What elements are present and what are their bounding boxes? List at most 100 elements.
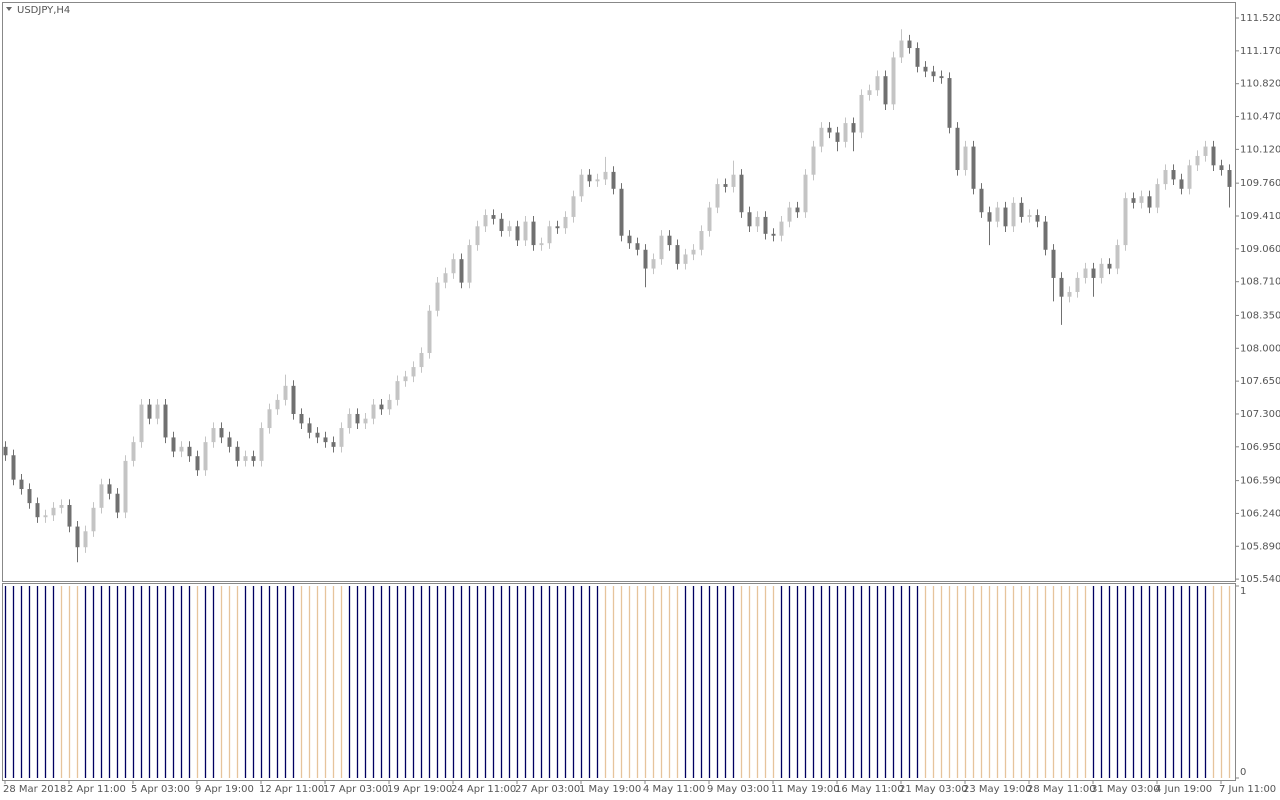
x-tick-label: 11 May 19:00 bbox=[771, 784, 840, 795]
candle-body bbox=[867, 90, 872, 95]
candle-body bbox=[1195, 155, 1200, 166]
candle-body bbox=[683, 254, 688, 264]
candle-body bbox=[603, 171, 608, 180]
x-tick-label: 31 May 03:00 bbox=[1091, 784, 1160, 795]
candle-body bbox=[459, 259, 464, 283]
y-tick-label: 105.540 bbox=[1240, 574, 1280, 585]
candle-body bbox=[1043, 221, 1048, 250]
candle-body bbox=[1083, 268, 1088, 278]
candle-body bbox=[91, 507, 96, 532]
candle-body bbox=[659, 235, 664, 260]
indicator-y-tick-label: 1 bbox=[1240, 586, 1246, 597]
y-tick-label: 108.710 bbox=[1240, 277, 1280, 288]
candle-body bbox=[475, 226, 480, 246]
candle-body bbox=[899, 40, 904, 58]
x-tick-label: 7 Jun 11:00 bbox=[1219, 784, 1276, 795]
candle-body bbox=[579, 174, 584, 197]
x-tick-label: 23 May 19:00 bbox=[963, 784, 1032, 795]
candle-body bbox=[131, 442, 136, 461]
y-tick-label: 110.820 bbox=[1240, 79, 1280, 90]
candle-body bbox=[1219, 165, 1224, 171]
candle-body bbox=[283, 385, 288, 400]
candle-body bbox=[627, 235, 632, 244]
x-tick-label: 16 May 11:00 bbox=[835, 784, 904, 795]
candle-body bbox=[843, 123, 848, 142]
candle-body bbox=[907, 40, 912, 49]
candle-body bbox=[747, 212, 752, 227]
candle-body bbox=[635, 243, 640, 250]
y-tick-label: 109.060 bbox=[1240, 244, 1280, 255]
candle-body bbox=[547, 226, 552, 244]
candle-body bbox=[891, 57, 896, 105]
candle-body bbox=[59, 504, 64, 508]
menu-triangle[interactable] bbox=[6, 7, 12, 11]
candle-body bbox=[491, 215, 496, 219]
x-tick-label: 9 May 03:00 bbox=[707, 784, 769, 795]
x-tick-label: 1 May 19:00 bbox=[579, 784, 641, 795]
x-tick-label: 24 Apr 11:00 bbox=[451, 784, 516, 795]
candle-body bbox=[819, 127, 824, 147]
candle-body bbox=[363, 418, 368, 424]
candle-body bbox=[715, 184, 720, 208]
candle-body bbox=[235, 446, 240, 461]
y-tick-label: 111.520 bbox=[1240, 13, 1280, 24]
candle-body bbox=[971, 146, 976, 189]
candle-body bbox=[259, 428, 264, 461]
x-tick-label: 17 Apr 03:00 bbox=[323, 784, 388, 795]
candle-body bbox=[427, 310, 432, 353]
candle-body bbox=[723, 184, 728, 187]
candle-body bbox=[163, 404, 168, 438]
candle-body bbox=[467, 245, 472, 283]
candle-body bbox=[147, 404, 152, 419]
indicator-y-tick-label: 0 bbox=[1240, 767, 1246, 778]
candle-body bbox=[955, 127, 960, 171]
candle-body bbox=[291, 385, 296, 414]
candle-body bbox=[339, 428, 344, 447]
candle-body bbox=[435, 282, 440, 311]
y-tick-label: 110.470 bbox=[1240, 112, 1280, 123]
candle-body bbox=[115, 493, 120, 513]
candle-body bbox=[523, 221, 528, 241]
y-tick-label: 107.300 bbox=[1240, 409, 1280, 420]
candle-body bbox=[947, 78, 952, 128]
chart-title: USDJPY,H4 bbox=[17, 5, 70, 16]
candle-body bbox=[243, 456, 248, 461]
candle-body bbox=[755, 216, 760, 227]
candle-body bbox=[267, 409, 272, 429]
x-tick-label: 19 Apr 19:00 bbox=[387, 784, 452, 795]
candle-body bbox=[355, 413, 360, 424]
y-tick-label: 106.240 bbox=[1240, 508, 1280, 519]
candle-body bbox=[107, 484, 112, 494]
candle-body bbox=[563, 216, 568, 229]
candle-body bbox=[851, 123, 856, 133]
candle-body bbox=[51, 507, 56, 516]
candle-body bbox=[99, 484, 104, 508]
candle-body bbox=[531, 221, 536, 246]
candle-body bbox=[795, 207, 800, 213]
candle-body bbox=[835, 132, 840, 142]
candle-body bbox=[803, 174, 808, 213]
y-tick-label: 109.410 bbox=[1240, 211, 1280, 222]
candle-body bbox=[963, 146, 968, 171]
candle-body bbox=[443, 273, 448, 283]
candle-body bbox=[315, 432, 320, 438]
candle-body bbox=[179, 446, 184, 452]
candle-body bbox=[171, 437, 176, 452]
candle-body bbox=[1131, 198, 1136, 203]
candle-body bbox=[371, 404, 376, 419]
candle-body bbox=[1099, 263, 1104, 278]
candle-body bbox=[699, 231, 704, 250]
candle-body bbox=[323, 437, 328, 443]
x-tick-label: 28 May 11:00 bbox=[1027, 784, 1096, 795]
x-tick-label: 9 Apr 19:00 bbox=[195, 784, 254, 795]
candle-body bbox=[507, 226, 512, 232]
candle-body bbox=[403, 376, 408, 382]
x-tick-label: 5 Apr 03:00 bbox=[131, 784, 190, 795]
candle-body bbox=[667, 235, 672, 246]
candle-body bbox=[923, 66, 928, 72]
candle-body bbox=[35, 503, 40, 518]
candle-body bbox=[1067, 292, 1072, 297]
candle-body bbox=[395, 381, 400, 400]
candle-body bbox=[1171, 170, 1176, 180]
candle-body bbox=[1139, 196, 1144, 203]
